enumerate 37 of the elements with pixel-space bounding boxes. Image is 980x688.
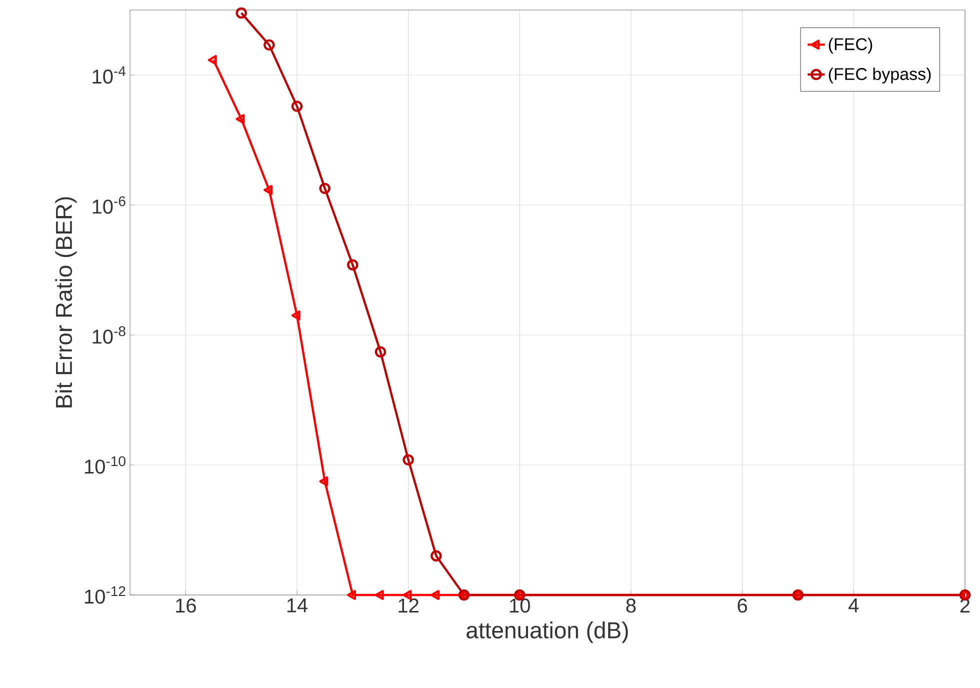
x-tick-label: 8 (626, 598, 636, 613)
x-tick-label: 4 (848, 598, 859, 612)
point (430, 590, 440, 600)
legend-label: (FEC bypass) (828, 68, 931, 84)
point (264, 39, 275, 51)
point (236, 7, 247, 19)
point (319, 476, 328, 486)
point (208, 55, 217, 66)
legend-label: (FEC) (828, 38, 872, 54)
point (291, 310, 300, 320)
point (959, 589, 971, 601)
point (959, 590, 968, 600)
x-tick-label: 10 (510, 598, 530, 613)
point (374, 346, 386, 358)
point (402, 454, 414, 466)
y-tick-label: 10$^{-12}$ (85, 586, 126, 604)
y-tick-label: 10$^{-10}$ (85, 456, 126, 474)
x-tick-label: 14 (287, 598, 308, 612)
point (236, 114, 245, 124)
y-axis-title: Bit Error Ratio (BER) (55, 197, 77, 408)
point (430, 550, 442, 562)
y-tick-label: 10$^{-4}$ (92, 66, 126, 84)
x-tick-label: 12 (398, 598, 418, 612)
point (792, 589, 804, 601)
point (347, 590, 356, 600)
point (319, 182, 330, 194)
x-tick-label: 16 (176, 598, 196, 613)
point (347, 259, 358, 270)
point (291, 100, 303, 112)
point (792, 590, 802, 600)
y-tick-label: 10$^{-8}$ (92, 326, 126, 344)
x-axis-title: attenuation (dB) (466, 622, 628, 643)
y-tick-label: 10$^{-6}$ (92, 196, 126, 214)
point (264, 185, 273, 196)
point (458, 589, 470, 601)
x-tick-label: 6 (738, 598, 748, 613)
point (374, 590, 384, 600)
